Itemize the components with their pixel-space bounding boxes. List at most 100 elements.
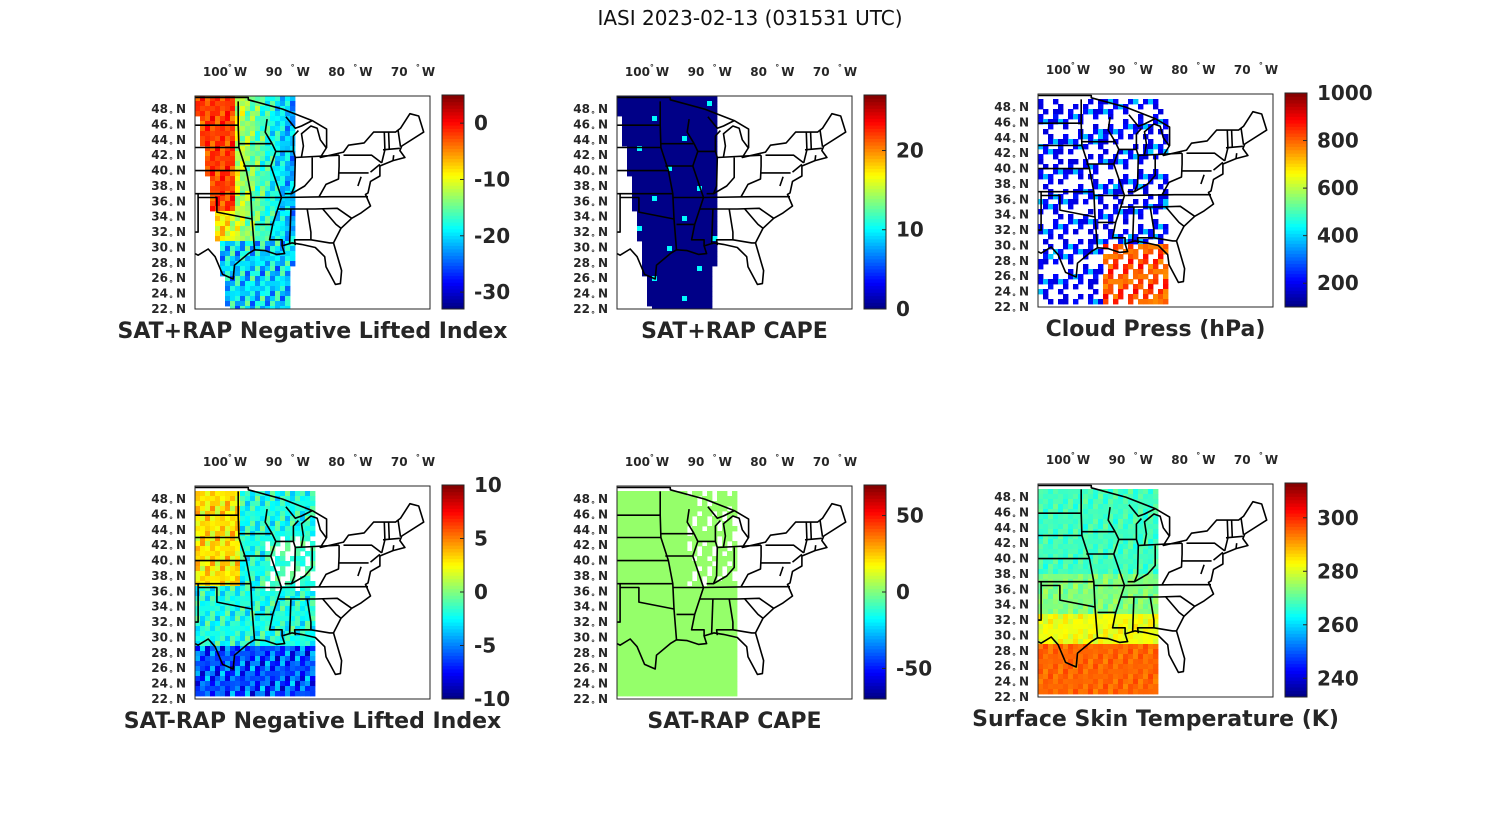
data-cell [647,171,653,177]
lat-tick-label: 28 [573,646,590,660]
data-cell [642,236,648,242]
data-cell [672,521,678,527]
data-cell [220,111,226,117]
data-cell [220,506,226,512]
data-cell [712,211,718,217]
data-cell [1058,534,1064,540]
data-cell [290,511,296,517]
data-cell [647,561,653,567]
data-cell [285,621,291,627]
state-line [617,193,621,233]
data-cell [225,266,231,272]
data-cell [1138,209,1144,215]
colorbar-segment [864,165,886,170]
state-line [1111,141,1126,244]
data-cell [702,271,708,277]
degree-symbol: ° [169,654,173,663]
data-cell [712,166,718,172]
lon-tick-label: 70 [1234,63,1251,77]
data-cell [712,686,718,692]
data-cell [290,126,296,132]
colorbar: 0-10-20-30 [441,94,510,310]
data-cell [1113,129,1119,135]
data-cell [702,181,708,187]
data-cell [622,521,628,527]
data-cell [697,226,703,232]
data-cell [1058,109,1064,115]
data-cell [210,666,216,672]
data-cell [672,116,678,122]
data-cell [1068,159,1074,165]
data-cell [687,96,693,102]
data-cell [260,266,266,272]
colorbar-segment [1285,220,1307,224]
data-cell [1153,99,1159,105]
data-cell [682,661,688,667]
lat-tick-label: 40 [151,554,168,568]
data-cell [1088,494,1094,500]
data-cell [1043,254,1049,260]
data-cell [702,291,708,297]
lon-tick-hemisphere: W [781,65,794,79]
data-cell [235,561,241,567]
data-cell [702,191,708,197]
degree-symbol: ° [713,63,717,72]
data-cell [245,296,251,302]
data-cell [265,686,271,692]
data-cell [275,161,281,167]
data-cell [647,271,653,277]
colorbar-segment [442,565,464,570]
data-cell [250,276,256,282]
lat-tick-hemisphere: N [176,523,186,537]
data-cell [210,491,216,497]
data-cell [240,286,246,292]
data-cell [210,656,216,662]
data-cell [647,236,653,242]
data-cell [255,596,261,602]
data-cell [240,151,246,157]
lat-tick-label: 32 [994,223,1011,237]
data-cell [200,566,206,572]
data-cell [682,521,688,527]
data-cell [712,641,718,647]
degree-symbol: ° [169,218,173,227]
data-cell [1158,199,1164,205]
lat-tick-label: 38 [573,569,590,583]
data-cell [697,621,703,627]
data-cell [682,156,688,162]
state-borders [1038,94,1268,284]
lat-tick-hemisphere: N [598,569,608,583]
data-cell [642,596,648,602]
data-cell [652,231,658,237]
data-cell [732,581,738,587]
data-cell [672,571,678,577]
data-cell [200,141,206,147]
degree-symbol: ° [591,577,595,586]
data-cell [280,611,286,617]
data-cell [245,146,251,152]
data-cell [265,191,271,197]
data-cell [1063,174,1069,180]
data-cell [270,131,276,137]
data-cell [627,661,633,667]
data-cell [285,136,291,142]
data-cell [235,201,241,207]
data-cell [200,556,206,562]
data-cell [687,101,693,107]
colorbar-segment [864,598,886,603]
colorbar-segment [864,181,886,186]
data-cell [225,216,231,222]
degree-symbol: ° [1012,262,1016,271]
data-cell [617,671,623,677]
data-cell [285,646,291,652]
data-cell [1058,514,1064,520]
lat-tick-hemisphere: N [598,240,608,254]
data-cell [250,596,256,602]
data-cell [652,286,658,292]
lat-tick-hemisphere: N [1019,192,1029,206]
lat-tick-label: 48 [573,492,590,506]
data-cell [687,111,693,117]
data-cell [225,526,231,532]
data-cell [1128,554,1134,560]
data-cell [235,671,241,677]
